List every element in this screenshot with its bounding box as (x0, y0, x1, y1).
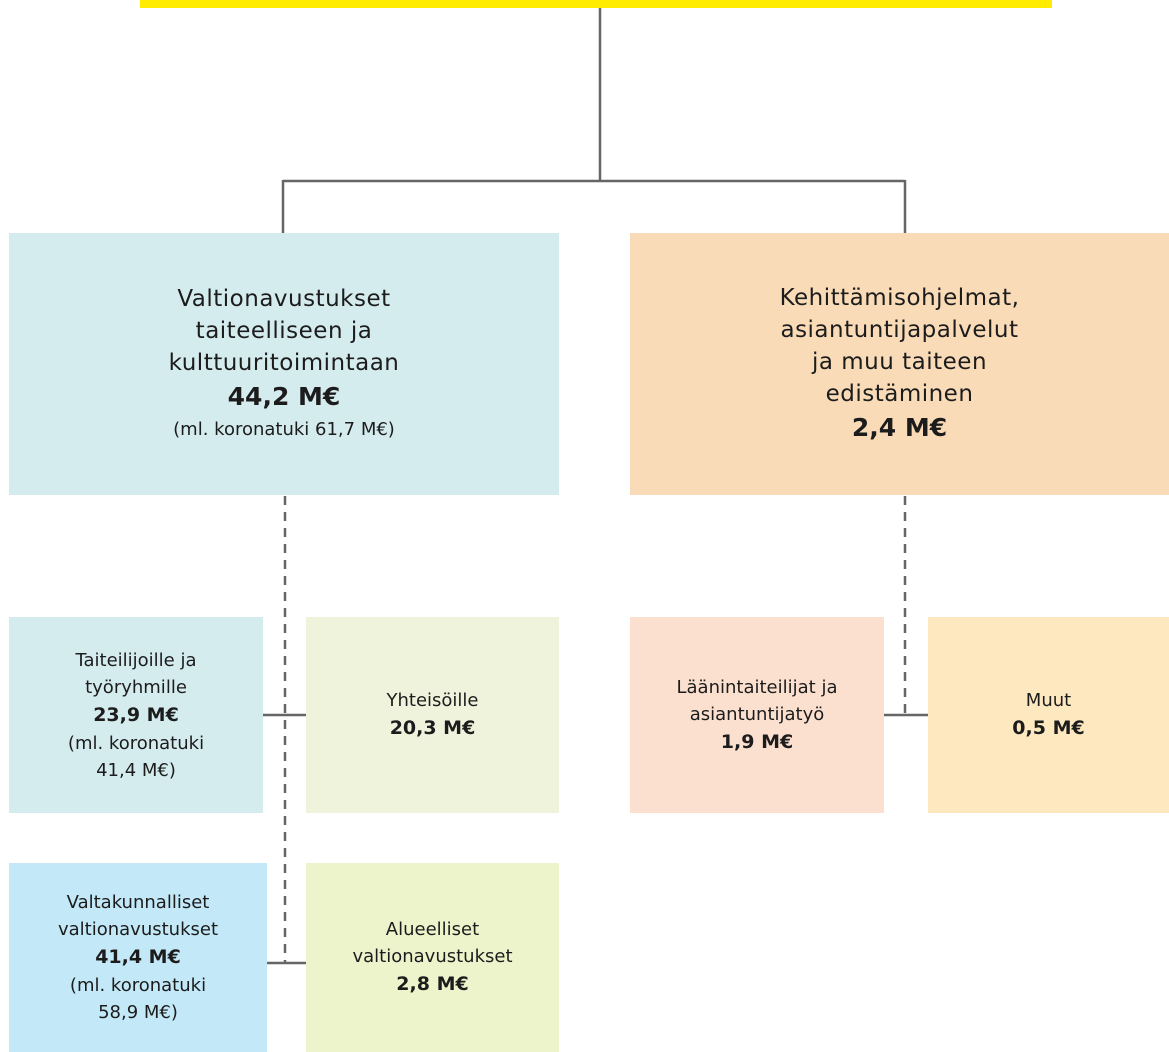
node-box: Yhteisöille 20,3 M€ (306, 617, 559, 813)
node-label: ja muu taiteen (811, 349, 988, 375)
node-label: Valtionavustukset (177, 286, 391, 312)
node-label: Valtakunnalliset (66, 892, 210, 913)
tree-line (281, 8, 907, 233)
node-note: 41,4 M€) (96, 759, 176, 781)
node-label: Yhteisöille (386, 690, 479, 711)
node-amount: 20,3 M€ (389, 717, 476, 739)
node-note: (ml. koronatuki 61,7 M€) (173, 419, 395, 440)
node-box: Valtionavustukset taiteelliseen ja kulttuu… (9, 233, 559, 495)
node-amount: 2,4 M€ (851, 413, 948, 442)
node-note: (ml. koronatuki (67, 732, 205, 754)
node-label: Kehittämisohjelmat, (779, 285, 1020, 311)
node-amount: 23,9 M€ (93, 703, 179, 726)
node-label: asiantuntijapalvelut (780, 317, 1019, 343)
node-label: Alueelliset (385, 919, 480, 940)
node-label: taiteelliseen ja (195, 318, 373, 344)
node-note: 58,9 M€) (98, 1002, 178, 1023)
node-label: Läänintaiteilijat ja (676, 676, 838, 698)
branch-line (263, 713, 928, 965)
node-label: kulttuuritoimintaan (168, 350, 400, 376)
node-amount: 2,8 M€ (396, 973, 469, 995)
node-box: Alueelliset valtionavustukset 2,8 M€ (306, 863, 559, 1052)
node-box: Läänintaiteilijat ja asiantuntijatyö 1,9 M… (630, 617, 884, 813)
node-amount: 41,4 M€ (95, 946, 181, 968)
node-label: työryhmille (85, 676, 187, 698)
node-amount: 1,9 M€ (720, 730, 794, 753)
node-label: edistäminen (825, 381, 974, 407)
node-box: Muut 0,5 M€ (928, 617, 1169, 813)
node-label: asiantuntijatyö (689, 703, 825, 725)
top-bar (140, 0, 1052, 8)
node-box: Valtakunnalliset valtionavustukset 41,4 M€… (9, 863, 267, 1052)
node-label: Muut (1025, 690, 1072, 711)
node-box: Taiteilijoille ja työryhmille 23,9 M€ (ml. … (9, 617, 263, 813)
dashed-line (283, 496, 907, 963)
node-label: valtionavustukset (352, 946, 513, 967)
node-amount: 0,5 M€ (1012, 717, 1085, 739)
node-amount: 44,2 M€ (227, 382, 341, 411)
node-label: valtionavustukset (57, 919, 219, 940)
node-note: (ml. koronatuki (69, 975, 207, 996)
node-label: Taiteilijoille ja (75, 649, 197, 671)
node-box: Kehittämisohjelmat, asiantuntijapalvelut j… (630, 233, 1169, 495)
